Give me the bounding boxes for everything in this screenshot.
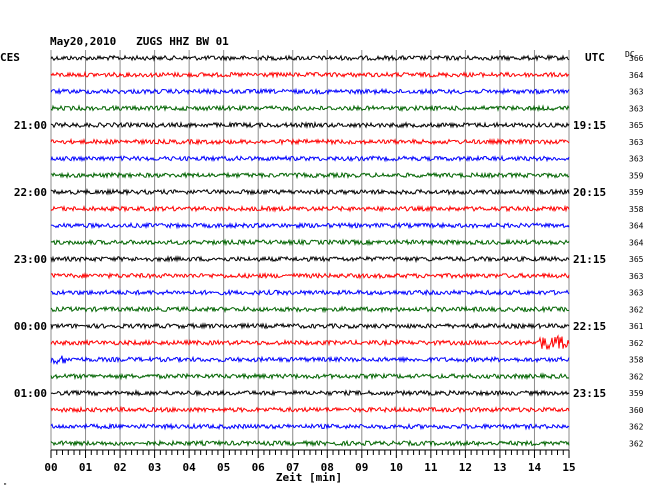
x-tick-label: 06 xyxy=(252,461,266,474)
dc-value: 362 xyxy=(629,305,644,314)
left-time-label: 01:00 xyxy=(14,387,47,400)
left-time-label: 21:00 xyxy=(14,119,47,132)
x-tick-label: 14 xyxy=(528,461,542,474)
trace-line xyxy=(50,439,570,448)
dc-value: 358 xyxy=(629,205,644,214)
trace-line xyxy=(50,70,570,79)
trace-line xyxy=(50,238,570,247)
corner-mark: " xyxy=(3,482,7,490)
dc-value: 362 xyxy=(629,339,644,348)
trace-line xyxy=(50,422,570,431)
dc-value: 359 xyxy=(629,171,644,180)
trace-line xyxy=(50,405,570,414)
trace-line xyxy=(50,104,570,113)
x-tick-label: 01 xyxy=(79,461,93,474)
x-tick-label: 04 xyxy=(183,461,197,474)
right-time-label: 20:15 xyxy=(573,186,606,199)
dc-value: 363 xyxy=(629,155,644,164)
dc-header-label: DC xyxy=(625,50,635,59)
chart-title: May20,2010 ZUGS HHZ BW 01 xyxy=(50,35,229,48)
x-tick-label: 12 xyxy=(459,461,472,474)
chart-grid xyxy=(50,50,570,451)
left-timezone-label: CES xyxy=(0,51,20,64)
trace-line xyxy=(50,372,570,381)
x-tick-label: 03 xyxy=(148,461,161,474)
right-time-label: 19:15 xyxy=(573,119,606,132)
trace-line xyxy=(50,221,570,230)
right-time-labels: 19:15 20:15 21:15 22:15 23:15 xyxy=(573,119,606,400)
left-time-labels: 21:00 22:00 23:00 00:00 01:00 xyxy=(14,119,47,400)
dc-value: 359 xyxy=(629,389,644,398)
dc-value: 360 xyxy=(629,406,644,415)
seismic-traces xyxy=(50,54,570,448)
x-tick-label: 05 xyxy=(217,461,230,474)
trace-line xyxy=(50,87,570,96)
trace-line xyxy=(50,255,570,264)
trace-line xyxy=(50,355,570,365)
dc-values: 366 364 363 363 365 363 363 359 359 358 364 364 365 3… xyxy=(629,54,644,448)
dc-value: 362 xyxy=(629,423,644,432)
dc-value: 358 xyxy=(629,356,644,365)
right-time-label: 22:15 xyxy=(573,320,606,333)
dc-value: 361 xyxy=(629,322,644,331)
trace-line xyxy=(50,204,570,213)
left-time-label: 00:00 xyxy=(14,320,47,333)
left-time-label: 23:00 xyxy=(14,253,47,266)
x-tick-label: 02 xyxy=(113,461,126,474)
trace-line xyxy=(50,389,570,397)
dc-value: 364 xyxy=(629,238,644,247)
x-tick-label: 13 xyxy=(493,461,506,474)
x-tick-label: 07 xyxy=(286,461,299,474)
dc-value: 364 xyxy=(629,222,644,231)
x-tick-label: 09 xyxy=(355,461,368,474)
trace-line xyxy=(50,54,570,62)
trace-line xyxy=(50,305,570,314)
dc-value: 359 xyxy=(629,188,644,197)
dc-value: 363 xyxy=(629,272,644,281)
x-tick-label: 10 xyxy=(390,461,403,474)
trace-line xyxy=(50,120,570,130)
x-axis-tick-labels: 00 01 02 03 04 05 06 07 08 09 10 11 12 13 14 15 xyxy=(44,461,575,474)
dc-value: 366 xyxy=(629,54,644,63)
x-axis-ticks xyxy=(50,450,570,458)
right-time-label: 21:15 xyxy=(573,253,606,266)
x-tick-label: 11 xyxy=(424,461,438,474)
x-axis-label: Zeit [min] xyxy=(276,471,342,484)
dc-value: 362 xyxy=(629,372,644,381)
trace-line xyxy=(50,171,570,180)
trace-line xyxy=(50,288,570,297)
trace-line xyxy=(50,137,570,146)
dc-value: 364 xyxy=(629,71,644,80)
dc-value: 363 xyxy=(629,289,644,298)
left-time-label: 22:00 xyxy=(14,186,47,199)
dc-value: 365 xyxy=(629,255,644,264)
dc-value: 363 xyxy=(629,138,644,147)
right-time-label: 23:15 xyxy=(573,387,606,400)
trace-line xyxy=(50,334,570,351)
trace-line xyxy=(50,272,570,280)
trace-line xyxy=(50,154,570,163)
trace-line xyxy=(50,188,570,197)
trace-line xyxy=(50,322,570,331)
dc-value: 362 xyxy=(629,439,644,448)
x-tick-label: 08 xyxy=(321,461,334,474)
right-timezone-label: UTC xyxy=(585,51,605,64)
dc-value: 365 xyxy=(629,121,644,130)
x-tick-label: 15 xyxy=(562,461,575,474)
dc-value: 363 xyxy=(629,88,644,97)
dc-value: 363 xyxy=(629,104,644,113)
x-tick-label: 00 xyxy=(44,461,57,474)
